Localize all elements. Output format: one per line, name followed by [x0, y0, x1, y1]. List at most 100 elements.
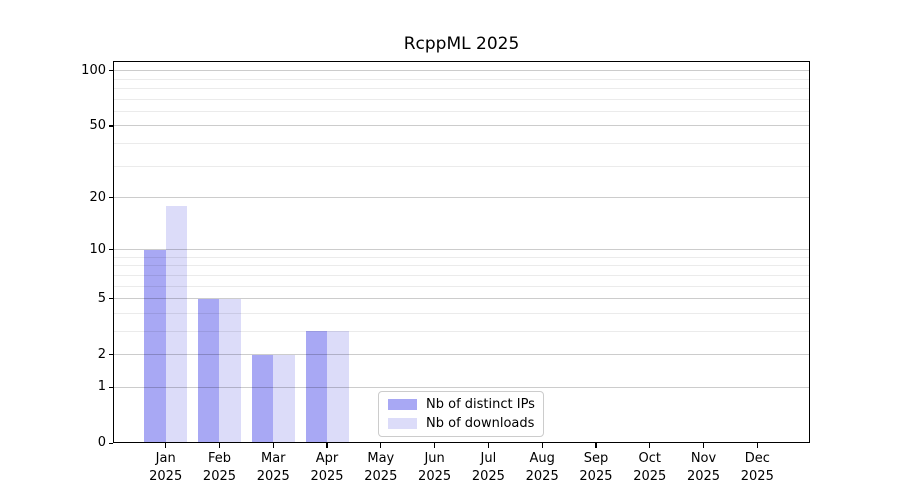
gridline-minor [113, 88, 810, 90]
gridline-major [113, 386, 810, 388]
y-tick [108, 298, 113, 300]
x-tick-label: Jul 2025 [472, 450, 505, 485]
x-tick [702, 443, 705, 448]
y-tick [108, 196, 113, 199]
x-tick [380, 443, 382, 448]
x-tick-label: Sep 2025 [579, 450, 612, 485]
x-tick [541, 443, 543, 448]
y-tick-label: 1 [97, 379, 106, 395]
bar-distinct-ips [197, 298, 220, 444]
bar-distinct-ips [305, 331, 328, 444]
legend: Nb of distinct IPs Nb of downloads [378, 391, 544, 437]
x-tick-year: 2025 [149, 468, 183, 484]
y-tick-label: 10 [89, 241, 106, 257]
legend-swatch [388, 399, 417, 410]
x-tick-label: Aug 2025 [526, 450, 559, 485]
y-tick [108, 442, 113, 444]
gridline-minor [113, 165, 810, 167]
bar-downloads [273, 354, 295, 444]
x-tick-year: 2025 [418, 468, 452, 484]
gridline-minor [113, 143, 810, 145]
chart-title: RcppML 2025 [403, 34, 520, 54]
y-tick-label: 2 [97, 346, 106, 362]
x-tick [595, 443, 597, 448]
x-tick-label: Feb 2025 [203, 450, 236, 485]
bar-downloads [219, 298, 241, 444]
x-tick-month: May [367, 451, 395, 466]
y-tick-label: 50 [89, 118, 106, 134]
x-tick-label: May 2025 [364, 450, 397, 485]
gridline-minor [113, 274, 810, 276]
x-tick [433, 443, 436, 448]
x-tick [487, 443, 490, 448]
bar-distinct-ips [251, 354, 274, 444]
gridline-minor [113, 285, 810, 287]
x-tick-label: Jan 2025 [149, 450, 182, 485]
bar-downloads [165, 205, 188, 444]
gridline-minor [113, 312, 810, 314]
x-tick-month: Jul [480, 451, 497, 466]
y-tick [108, 125, 113, 127]
x-tick-year: 2025 [633, 468, 667, 484]
x-tick-month: Mar [260, 451, 286, 466]
y-tick-label: 20 [89, 189, 106, 205]
x-tick [218, 443, 221, 448]
y-tick-label: 0 [97, 435, 106, 451]
x-tick [165, 443, 167, 448]
y-tick [108, 353, 113, 356]
x-tick-year: 2025 [579, 468, 613, 484]
x-tick-year: 2025 [310, 468, 344, 484]
y-tick [108, 70, 113, 72]
x-tick-month: Jun [424, 451, 445, 466]
x-tick-year: 2025 [471, 468, 505, 484]
y-tick [108, 386, 113, 388]
x-tick-month: Feb [207, 451, 231, 466]
gridline-minor [113, 78, 810, 80]
gridline-major [113, 354, 810, 356]
x-tick-year: 2025 [202, 468, 237, 484]
gridline-major [113, 197, 810, 199]
gridline-minor [113, 110, 810, 112]
x-tick-year: 2025 [256, 468, 290, 484]
bar-distinct-ips [144, 249, 166, 444]
x-tick-year: 2025 [525, 468, 559, 484]
gridline-minor [113, 330, 810, 332]
x-tick-year: 2025 [740, 468, 774, 484]
x-tick-month: Apr [315, 451, 339, 466]
legend-label: Nb of downloads [426, 416, 535, 431]
gridline-minor [113, 265, 810, 267]
x-tick-label: Mar 2025 [257, 450, 290, 485]
bar-downloads [327, 331, 349, 444]
y-tick [108, 249, 113, 251]
x-tick-label: Jun 2025 [418, 450, 451, 485]
x-tick-month: Jan [155, 451, 176, 466]
x-tick [272, 443, 274, 448]
gridline-major [113, 125, 810, 127]
x-tick-year: 2025 [686, 468, 721, 484]
x-tick-year: 2025 [364, 468, 398, 484]
legend-label: Nb of distinct IPs [426, 397, 535, 412]
x-tick-month: Dec [744, 451, 770, 466]
x-tick [649, 443, 651, 448]
x-tick-label: Apr 2025 [310, 450, 343, 485]
gridline-minor [113, 256, 810, 258]
x-tick-month: Aug [529, 451, 555, 466]
x-tick-label: Dec 2025 [741, 450, 774, 485]
x-tick-label: Nov 2025 [687, 450, 720, 485]
x-tick [756, 443, 758, 448]
x-tick-month: Oct [638, 451, 661, 466]
x-tick [326, 443, 328, 448]
legend-item: Nb of distinct IPs [388, 397, 543, 412]
gridline-major [113, 249, 810, 251]
gridline-minor [113, 98, 810, 100]
legend-swatch [388, 418, 417, 429]
y-tick-label: 100 [81, 62, 106, 78]
legend-item: Nb of downloads [388, 416, 543, 431]
gridline-major [113, 298, 810, 300]
x-tick-month: Sep [583, 451, 609, 466]
x-tick-month: Nov [690, 451, 717, 466]
x-tick-label: Oct 2025 [633, 450, 666, 485]
gridline-major [113, 70, 810, 72]
y-tick-label: 5 [97, 290, 106, 306]
